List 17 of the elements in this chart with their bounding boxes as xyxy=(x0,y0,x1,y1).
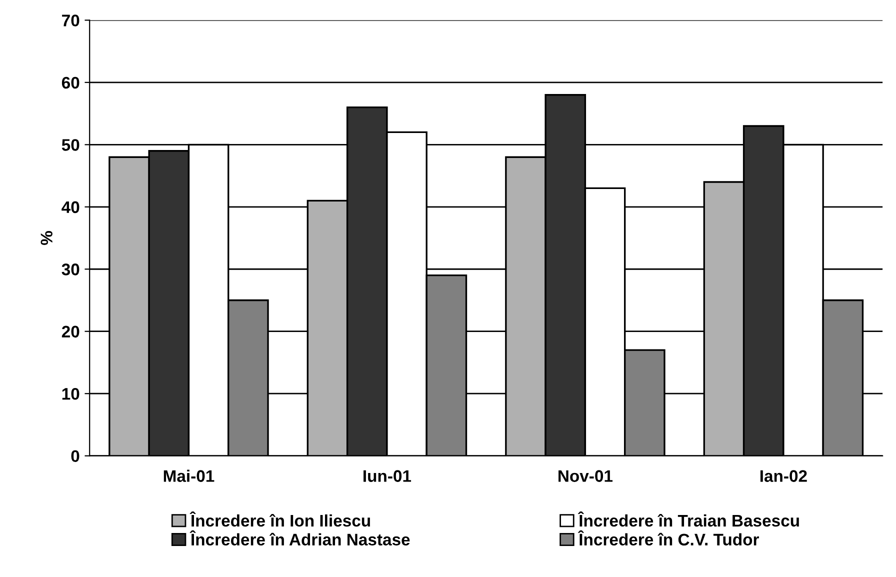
y-tick-label: 30 xyxy=(62,264,80,276)
legend-label: Încredere în C.V. Tudor xyxy=(578,530,759,546)
y-tick-label: 10 xyxy=(62,388,80,400)
legend-label: Încredere în Traian Basescu xyxy=(578,512,799,527)
y-tick-label: 0 xyxy=(71,450,80,462)
y-tick-label: 50 xyxy=(62,139,80,151)
x-tick-label: Iun-01 xyxy=(364,470,412,482)
y-tick-label: 40 xyxy=(62,201,80,214)
y-tick-label: 70 xyxy=(62,14,80,26)
x-tick-label: Ian-02 xyxy=(760,470,807,482)
x-tick-label: Mai-01 xyxy=(164,470,214,482)
legend-label: Încredere în Ion Iliescu xyxy=(190,512,370,527)
y-axis-title: % xyxy=(40,231,52,246)
y-tick-label: 60 xyxy=(62,76,80,89)
legend-label: Încredere în Adrian Nastase xyxy=(190,530,410,546)
y-tick-label: 20 xyxy=(62,326,80,338)
x-tick-label: Nov-01 xyxy=(558,470,613,482)
